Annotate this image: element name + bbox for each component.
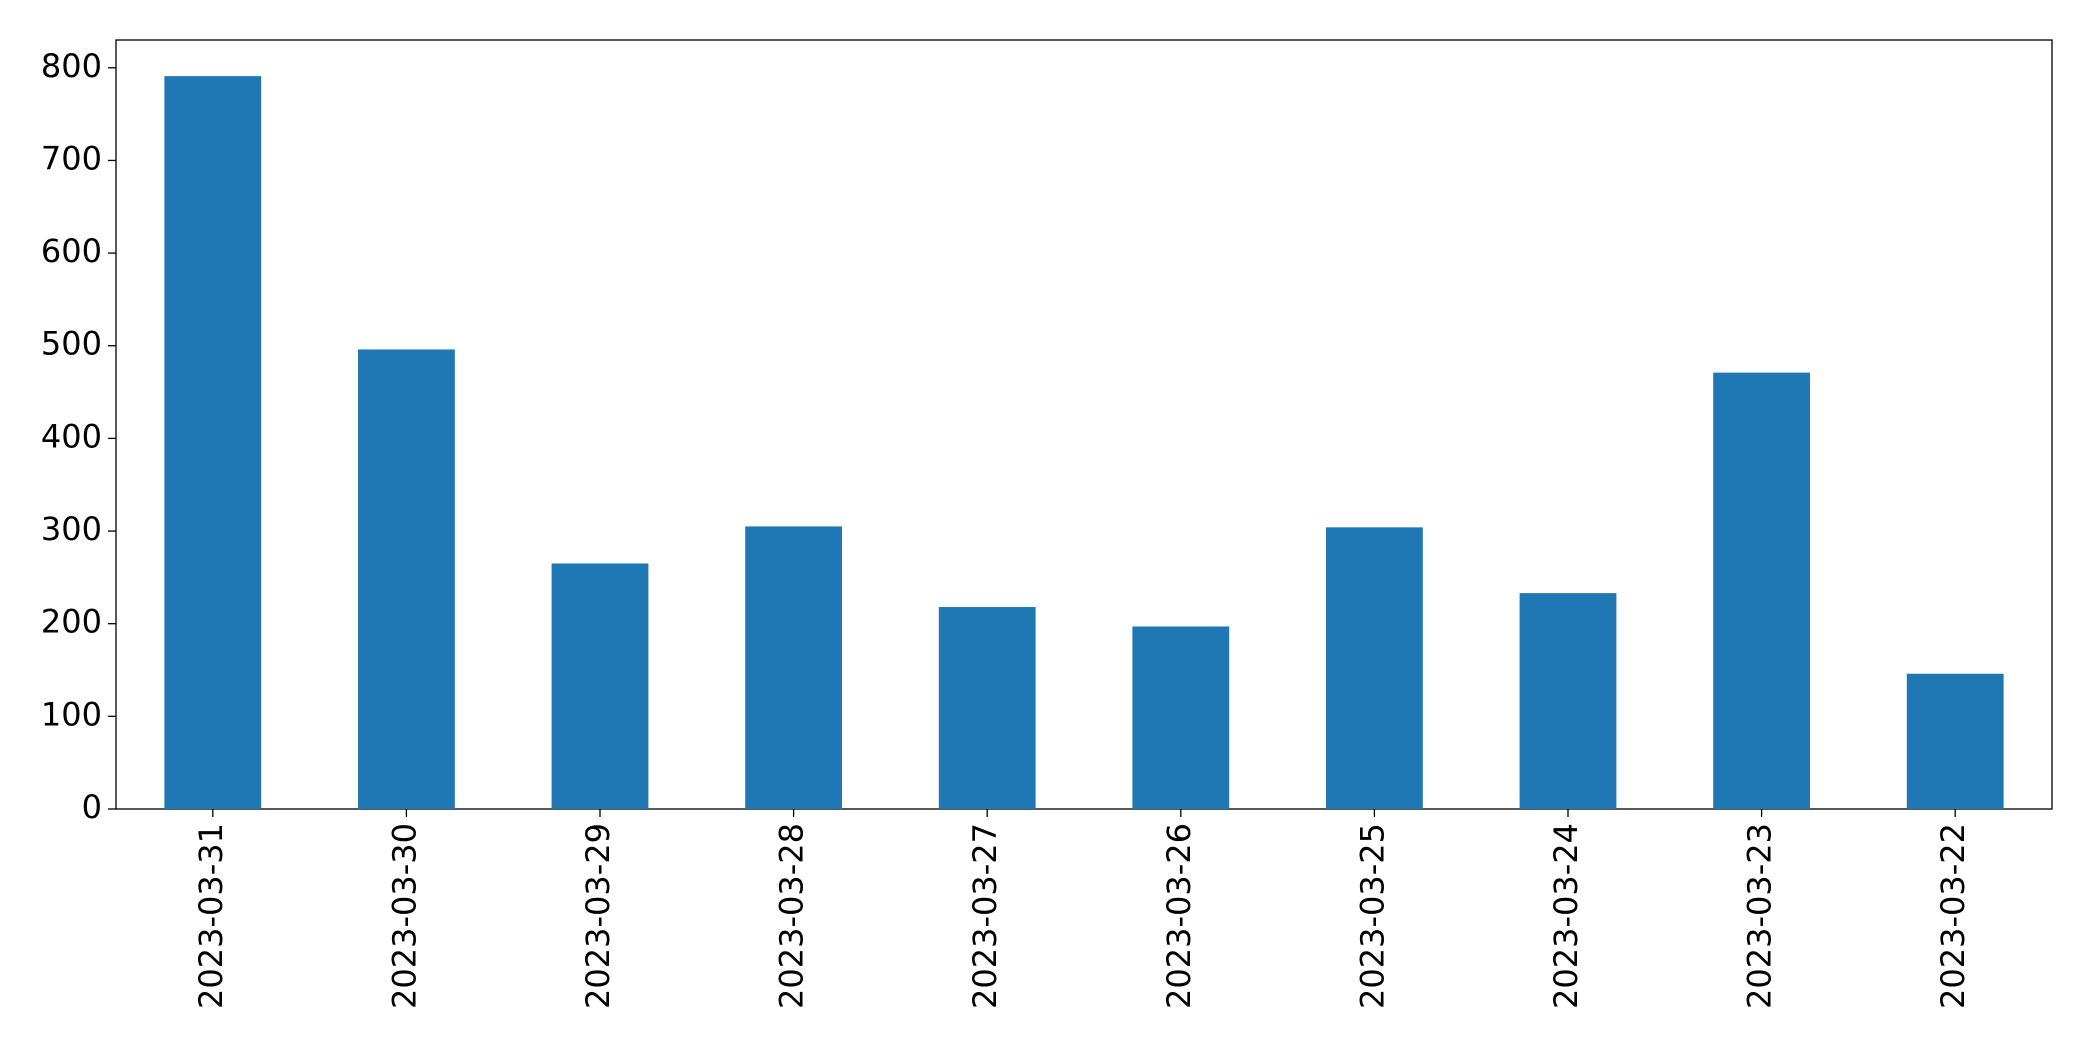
x-tick-label: 2023-03-24 bbox=[1547, 823, 1585, 1009]
x-tick-label: 2023-03-31 bbox=[192, 823, 230, 1009]
y-tick-label: 100 bbox=[41, 695, 102, 733]
bar bbox=[358, 349, 455, 809]
x-tick-label: 2023-03-23 bbox=[1741, 823, 1779, 1009]
y-tick-label: 300 bbox=[41, 510, 102, 548]
bar bbox=[1713, 372, 1810, 809]
x-tick-label: 2023-03-25 bbox=[1353, 823, 1391, 1009]
y-tick-label: 200 bbox=[41, 603, 102, 641]
x-tick-label: 2023-03-30 bbox=[385, 823, 423, 1009]
y-tick-label: 800 bbox=[41, 47, 102, 85]
bar bbox=[1519, 593, 1617, 809]
x-tick-label: 2023-03-26 bbox=[1160, 823, 1198, 1009]
bar bbox=[938, 607, 1036, 809]
bar bbox=[745, 526, 842, 809]
bar bbox=[164, 76, 262, 810]
x-tick-label: 2023-03-22 bbox=[1934, 823, 1972, 1009]
bar bbox=[1132, 626, 1230, 809]
plot-frame bbox=[115, 39, 2053, 810]
y-tick-label: 700 bbox=[41, 139, 102, 177]
x-tick-label: 2023-03-27 bbox=[966, 823, 1004, 1009]
bar bbox=[1906, 673, 2004, 809]
y-tick-label: 500 bbox=[41, 325, 102, 363]
x-tick-label: 2023-03-29 bbox=[579, 823, 617, 1009]
y-tick-label: 0 bbox=[82, 788, 102, 826]
x-tick-label: 2023-03-28 bbox=[773, 823, 811, 1009]
bar bbox=[551, 563, 649, 809]
bar bbox=[1326, 527, 1423, 809]
y-tick-label: 600 bbox=[41, 232, 102, 270]
y-tick-label: 400 bbox=[41, 417, 102, 455]
